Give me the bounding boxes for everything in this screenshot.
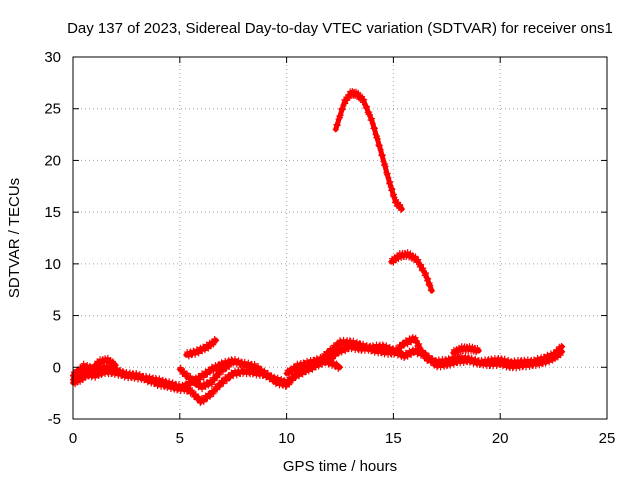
- series-line: [388, 252, 435, 294]
- series-arc-high: [332, 88, 405, 214]
- y-tick-label: 25: [44, 101, 61, 118]
- y-tick-label: 0: [53, 359, 61, 376]
- plot-frame: [72, 56, 608, 420]
- x-tick-label: 5: [176, 430, 184, 447]
- x-tick-label: 25: [599, 430, 616, 447]
- y-tick-label: 10: [44, 256, 61, 273]
- chart-title: Day 137 of 2023, Sidereal Day-to-day VTE…: [67, 20, 613, 37]
- data-series: [70, 88, 566, 406]
- y-tick-label: 5: [53, 308, 61, 325]
- y-tick-label: -5: [48, 411, 61, 428]
- series-band-b: [70, 334, 566, 395]
- series-band-f: [283, 354, 343, 378]
- series-arc-low: [388, 249, 435, 294]
- series-line: [284, 357, 343, 376]
- series-band-d: [176, 360, 235, 393]
- y-tick-label: 15: [44, 204, 61, 221]
- x-tick-label: 0: [69, 430, 77, 447]
- series-markers: [70, 341, 566, 406]
- x-axis-label: GPS time / hours: [283, 458, 397, 475]
- x-tick-label: 20: [492, 430, 509, 447]
- series-line: [450, 346, 482, 356]
- series-band-g: [450, 343, 482, 358]
- series-band-e: [183, 335, 220, 360]
- series-line: [177, 360, 234, 390]
- series-band-a: [70, 341, 566, 406]
- y-tick-label: 30: [44, 49, 61, 66]
- y-tick-label: 20: [44, 152, 61, 169]
- x-tick-label: 15: [385, 430, 402, 447]
- series-line: [333, 90, 405, 212]
- y-axis-label: SDTVAR / TECUs: [6, 178, 23, 298]
- x-tick-label: 10: [278, 430, 295, 447]
- series-line: [70, 357, 119, 386]
- axis-ticks: 0 5 10 15 20 25 -5 0 5 10 15 20 25 30: [44, 49, 615, 447]
- series-line: [183, 337, 219, 358]
